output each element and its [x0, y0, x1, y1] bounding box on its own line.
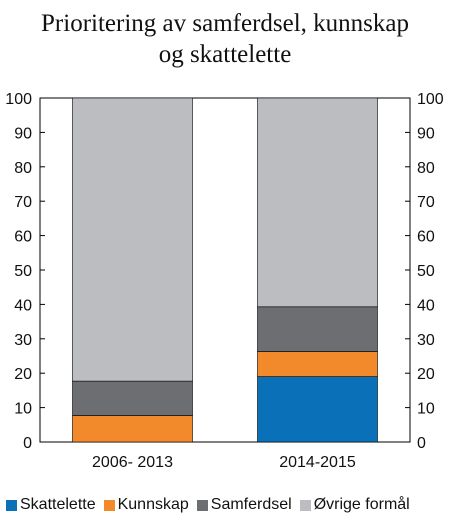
bar-segment-1-1: [257, 351, 378, 377]
y-tick-label-right: 40: [417, 297, 435, 314]
y-tick-label-right: 80: [417, 160, 435, 177]
y-tick-label-right: 10: [417, 401, 435, 418]
y-tick-label-left: 90: [14, 125, 32, 142]
stacked-bar-chart: 2006- 2013 2014-2015 0 0 10 10 20 20 30 30 40 40 50 5…: [5, 91, 444, 471]
y-tick-label-left: 50: [14, 263, 32, 280]
x-tick-label: 2006- 2013: [92, 454, 173, 471]
legend-label: Samferdsel: [210, 496, 292, 513]
chart-legend: Skattelette Kunnskap Samferdsel Øvrige form…: [6, 496, 450, 514]
legend-swatch: [6, 499, 17, 511]
bar-segment-3-0: [72, 97, 193, 382]
legend-swatch: [103, 499, 115, 511]
y-tick-label-right: 70: [417, 194, 435, 211]
bar-segment-1-0: [72, 415, 193, 443]
y-tick-label-left: 60: [14, 229, 32, 246]
chart-title-line-2: og skattelette: [158, 41, 292, 68]
y-tick-label-left: 100: [5, 91, 32, 108]
y-tick-label-right: 90: [417, 125, 435, 142]
y-tick-label-left: 80: [14, 160, 32, 177]
y-tick-label-right: 20: [417, 366, 435, 383]
y-tick-label-right: 60: [417, 229, 435, 246]
y-tick-label-left: 70: [14, 194, 32, 211]
legend-item: Øvrige formål: [299, 496, 410, 514]
bar-segment-2-0: [72, 380, 193, 416]
legend-swatch: [299, 499, 311, 511]
y-tick-label-left: 30: [14, 332, 32, 349]
y-tick-label-right: 0: [417, 435, 426, 452]
y-tick-label-left: 40: [14, 297, 32, 314]
legend-label: Skattelette: [20, 496, 96, 513]
legend-item: Skattelette: [6, 496, 96, 514]
y-tick-label-right: 30: [417, 332, 435, 349]
y-tick-label-right: 100: [417, 91, 444, 108]
bar-segment-2-1: [257, 306, 378, 352]
legend-swatch: [196, 499, 208, 511]
legend-item: Samferdsel: [196, 496, 292, 514]
y-tick-label-left: 20: [14, 366, 32, 383]
bar-segment-3-1: [257, 97, 378, 308]
bar-segment-0-1: [257, 376, 378, 443]
x-tick-label: 2014-2015: [279, 454, 356, 471]
chart-title: Prioritering av samferdsel, kunnskap og …: [0, 8, 450, 70]
chart-title-line-1: Prioritering av samferdsel, kunnskap: [41, 10, 409, 37]
y-tick-label-right: 50: [417, 263, 435, 280]
y-tick-label-left: 0: [23, 435, 32, 452]
legend-label: Øvrige formål: [313, 496, 410, 513]
legend-item: Kunnskap: [103, 496, 189, 514]
y-tick-label-left: 10: [14, 401, 32, 418]
legend-label: Kunnskap: [117, 496, 189, 513]
